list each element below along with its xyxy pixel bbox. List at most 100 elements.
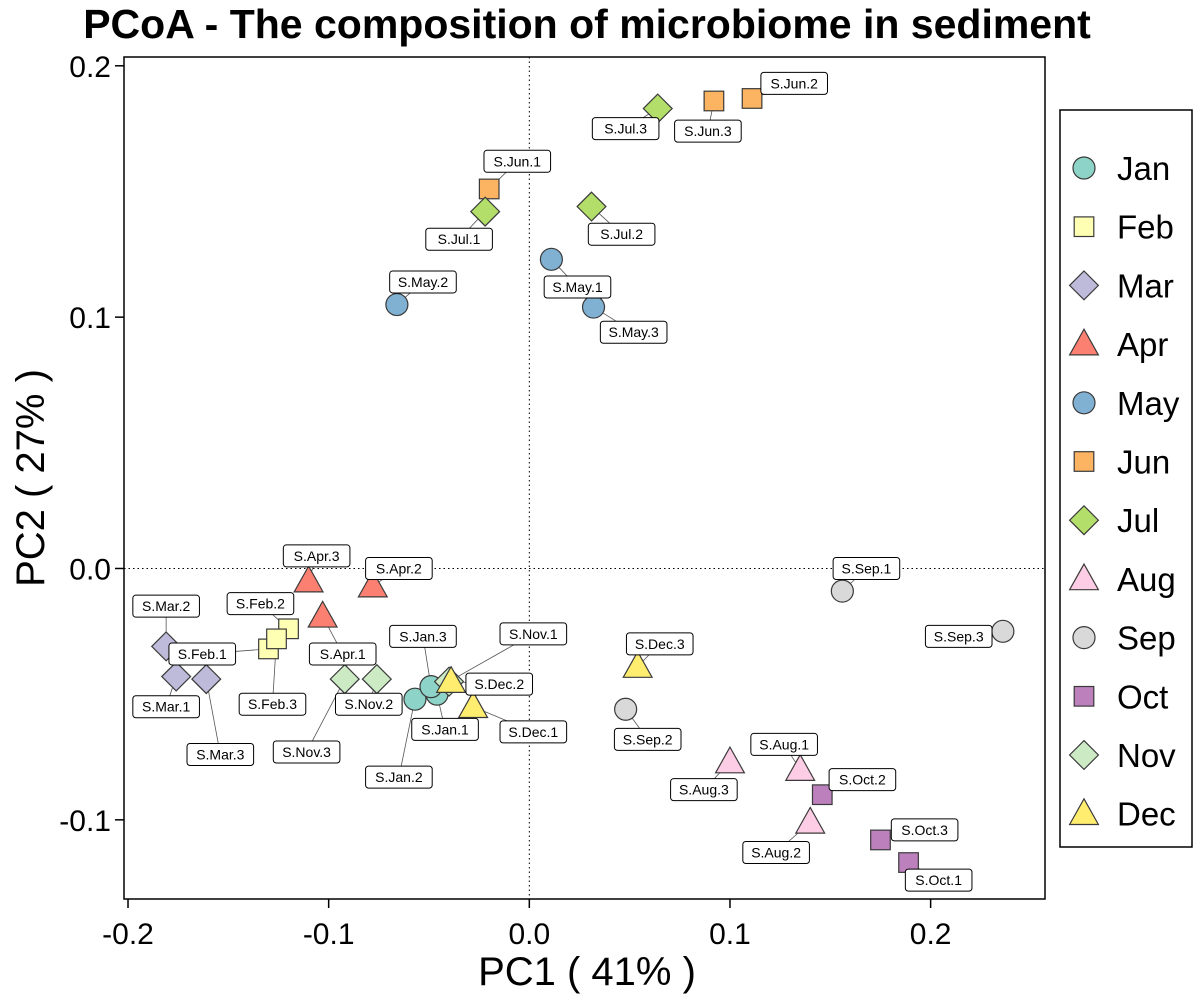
label-box: [334, 692, 403, 716]
label-box: [132, 594, 200, 618]
plot-area: [123, 56, 1046, 900]
point-s-may-2: [385, 292, 409, 317]
label-box: [282, 544, 351, 568]
label-text: S.Nov.2: [344, 696, 393, 712]
x-axis-title: PC1 ( 41% ): [478, 950, 696, 994]
label-text: S.Aug.2: [751, 845, 801, 861]
point-label-s-aug-3: S.Aug.3: [670, 778, 738, 802]
label-text: S.Oct.2: [839, 772, 886, 788]
point-s-may-3: [581, 295, 606, 319]
point-label-s-may-2: S.May.2: [389, 270, 457, 294]
label-text: S.Mar.2: [142, 598, 190, 614]
label-box: [742, 841, 810, 865]
point-label-s-aug-1: S.Aug.1: [750, 732, 818, 756]
legend-item-dec: Dec: [1068, 796, 1176, 833]
point-label-s-jul-2: S.Jul.2: [587, 222, 656, 246]
point-label-s-jan-2: S.Jan.2: [365, 765, 433, 789]
legend-item-sep: Sep: [1072, 620, 1176, 657]
label-text: S.Jun.2: [770, 75, 818, 91]
label-text: S.May.3: [609, 324, 660, 340]
label-text: S.May.1: [552, 279, 603, 295]
label-text: S.Jun.1: [494, 153, 542, 169]
label-box: [411, 717, 479, 741]
label-box: [132, 695, 200, 719]
label-box: [904, 868, 973, 892]
point-label-s-mar-1: S.Mar.1: [132, 695, 200, 719]
point-label-s-mar-2: S.Mar.2: [132, 594, 200, 618]
point-label-s-dec-3: S.Dec.3: [625, 632, 694, 656]
legend-label-jul: Jul: [1117, 502, 1159, 539]
x-axis: -0.2 -0.1 0.0 0.1 0.2: [102, 899, 951, 951]
point-label-s-oct-3: S.Oct.3: [890, 818, 959, 842]
label-text: S.Oct.3: [901, 822, 948, 838]
point-label-s-aug-2: S.Aug.2: [742, 841, 810, 865]
point-label-s-jan-3: S.Jan.3: [389, 624, 457, 648]
point-s-aug-1: [784, 753, 816, 781]
legend-item-nov: Nov: [1068, 737, 1176, 774]
point-s-jun-3: [703, 90, 725, 112]
point-s-jun-1: [478, 178, 500, 200]
legend-label-sep: Sep: [1117, 620, 1176, 657]
point-s-sep-1: [830, 579, 854, 603]
x-tick-label: 0.1: [709, 918, 751, 951]
label-box: [499, 720, 568, 744]
label-box: [238, 692, 307, 716]
point-label-s-oct-1: S.Oct.1: [904, 868, 973, 892]
point-s-oct-3: [870, 829, 891, 851]
point-label-s-nov-3: S.Nov.3: [272, 740, 341, 764]
point-label-s-sep-2: S.Sep.2: [613, 727, 682, 751]
legend-symbol-may: [1072, 391, 1096, 415]
legend-label-feb: Feb: [1117, 209, 1174, 246]
legend-symbol-mar: [1068, 270, 1100, 301]
label-text: S.Apr.1: [320, 646, 366, 662]
legend-symbol-feb: [1073, 216, 1095, 238]
point-s-dec-3: [622, 650, 654, 678]
point-labels: S.Jan.1 S.Jan.2 S.Jan.3 S.Feb.1 S.Feb.2 S.Feb…: [132, 71, 993, 892]
label-text: S.May.2: [398, 274, 449, 290]
reference-lines: [124, 57, 1045, 899]
point-s-aug-2: [794, 806, 826, 834]
x-tick-label: -0.2: [102, 918, 154, 951]
legend-item-may: May: [1072, 385, 1180, 422]
label-text: S.Feb.2: [236, 596, 285, 612]
x-tick-label: 0.0: [508, 918, 550, 951]
point-s-may-1: [539, 247, 563, 271]
point-label-s-apr-2: S.Apr.2: [365, 556, 433, 580]
legend-label-mar: Mar: [1117, 267, 1174, 304]
point-s-dec-2: [435, 665, 467, 693]
legend-item-apr: Apr: [1068, 326, 1168, 363]
point-s-mar-3: [191, 663, 222, 695]
y-tick-label: 0.2: [69, 51, 111, 84]
legend-label-oct: Oct: [1117, 678, 1168, 715]
legend-label-apr: Apr: [1117, 326, 1168, 363]
point-s-jul-1: [469, 196, 501, 227]
label-box: [499, 622, 568, 646]
label-text: S.Apr.3: [294, 548, 340, 564]
point-s-apr-3: [293, 564, 325, 593]
legend-symbol-dec: [1068, 797, 1100, 826]
y-tick-label: 0.1: [69, 302, 111, 335]
point-label-s-jul-1: S.Jul.1: [425, 227, 493, 251]
point-label-s-apr-3: S.Apr.3: [282, 544, 351, 568]
legend-item-jun: Jun: [1073, 444, 1170, 481]
point-label-s-sep-3: S.Sep.3: [924, 624, 993, 648]
point-label-s-mar-3: S.Mar.3: [186, 742, 255, 766]
point-s-oct-2: [811, 784, 833, 806]
label-box: [543, 275, 612, 299]
label-box: [591, 117, 660, 141]
point-s-sep-2: [614, 697, 638, 721]
point-label-s-may-1: S.May.1: [543, 275, 612, 299]
point-s-sep-3: [991, 619, 1015, 643]
leader-line-s-jan-2: [398, 699, 416, 778]
legend-items: Jan Feb Mar Apr May Jun Jul Aug Sep Oct Nov Dec: [1068, 150, 1180, 833]
legend-symbol-aug: [1068, 562, 1100, 591]
legend-item-jul: Jul: [1068, 502, 1159, 539]
label-text: S.Nov.1: [509, 626, 558, 642]
label-text: S.Mar.3: [196, 746, 244, 762]
label-text: S.Aug.1: [759, 736, 809, 752]
legend-item-aug: Aug: [1068, 561, 1176, 598]
label-box: [272, 740, 341, 764]
label-box: [226, 592, 295, 616]
point-s-jul-2: [576, 191, 607, 222]
label-text: S.Dec.1: [508, 724, 558, 740]
